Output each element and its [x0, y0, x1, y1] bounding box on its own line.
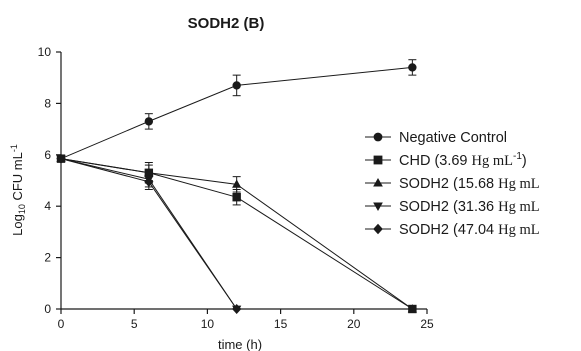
x-tick-label: 5 [131, 317, 138, 331]
data-point [56, 153, 66, 164]
legend-label: SODH2 (15.68 Hg mL [399, 176, 540, 192]
axes: 0 5 10 15 20 25 0 2 4 6 8 10 [38, 45, 434, 331]
x-tick-label: 0 [58, 317, 65, 331]
legend-item-2: CHD (3.69 Hg mL-1) [365, 151, 527, 169]
data-point [408, 63, 417, 72]
legend-item-4: SODH2 (31.36 Hg mL [365, 199, 540, 215]
x-tick-label: 15 [274, 317, 288, 331]
legend-label: SODH2 (31.36 Hg mL [399, 199, 540, 215]
y-tick-label: 0 [44, 302, 51, 316]
data-point [232, 179, 242, 188]
y-tick-label: 4 [44, 199, 51, 213]
legend-marker [373, 223, 383, 235]
series-layer [56, 59, 417, 315]
y-axis-label-sub: 10 [17, 204, 27, 214]
legend-item-3: SODH2 (15.68 Hg mL [365, 176, 540, 192]
data-point [232, 193, 241, 202]
y-tick-label: 8 [44, 96, 51, 110]
data-point [407, 304, 417, 313]
y-axis-label-base: Log [10, 214, 25, 236]
x-tick-label: 20 [347, 317, 361, 331]
legend-marker [373, 155, 383, 165]
legend-label: SODH2 (47.04 Hg mL [399, 222, 540, 238]
x-tick-label: 25 [420, 317, 434, 331]
legend-marker [373, 132, 383, 142]
legend-item-1: Negative Control [365, 130, 507, 146]
legend-marker [373, 177, 383, 187]
data-point [232, 303, 242, 315]
legend-item-5: SODH2 (47.04 Hg mL [365, 222, 540, 238]
legend-marker [373, 202, 383, 212]
data-point [144, 117, 154, 126]
data-point [232, 81, 241, 90]
chart-title: SODH2 (B) [188, 15, 265, 32]
series-line [60, 66, 413, 160]
series-1 [56, 59, 417, 163]
x-axis-label: time (h) [218, 337, 262, 351]
y-tick-label: 6 [44, 148, 51, 162]
y-axis-label-sup: -1 [9, 144, 19, 152]
legend-label: CHD (3.69 Hg mL-1) [399, 151, 527, 169]
legend: Negative Control CHD (3.69 Hg mL-1) SODH2 … [365, 130, 540, 238]
y-axis-label-unit: CFU mL [10, 152, 25, 204]
y-tick-label: 10 [38, 45, 52, 59]
legend-label: Negative Control [399, 130, 507, 146]
series-5 [56, 153, 242, 315]
y-axis-label: Log10 CFU mL-1 [9, 144, 27, 236]
data-point [144, 176, 154, 187]
series-3 [56, 153, 417, 313]
y-tick-label: 2 [44, 251, 51, 265]
x-tick-label: 10 [201, 317, 215, 331]
series-line [60, 158, 413, 310]
